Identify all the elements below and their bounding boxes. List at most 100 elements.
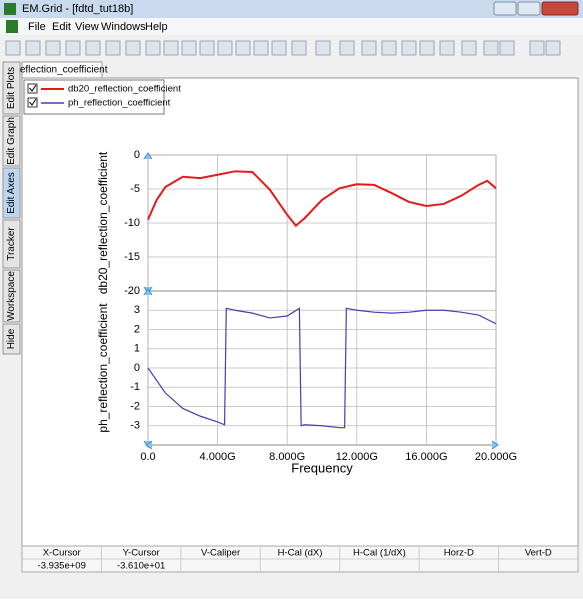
toolbar-button[interactable] bbox=[145, 40, 161, 56]
status-bar bbox=[0, 575, 583, 599]
side-tab-label[interactable]: Hide bbox=[6, 328, 17, 349]
window-title: EM.Grid - [fdtd_tut18b] bbox=[22, 3, 133, 15]
y-tick-label: 2 bbox=[134, 323, 140, 335]
toolbar-button[interactable] bbox=[125, 40, 141, 56]
cursor-table-cells: X-Cursor Y-Cursor V-Caliper H-Cal (dX) H-Cal… bbox=[38, 546, 552, 572]
table-header: H-Cal (1/dX) bbox=[353, 548, 406, 559]
toolbar-button[interactable] bbox=[401, 40, 417, 56]
y-axis-label: db20_reflection_coefficient bbox=[96, 151, 110, 294]
side-tab[interactable] bbox=[2, 269, 21, 323]
side-tabs: Edit Plots Edit Graph Edit Axes Tracker Work… bbox=[2, 61, 21, 355]
check bbox=[29, 84, 37, 92]
toolbar-button[interactable] bbox=[85, 40, 101, 56]
menu-item[interactable]: View bbox=[75, 21, 99, 33]
table-header: H-Cal (dX) bbox=[278, 548, 323, 559]
charts: 0-5-10-15-20db20_reflection_coefficient3… bbox=[96, 149, 517, 476]
table-header: Y-Cursor bbox=[123, 548, 160, 559]
legend-label: ph_reflection_coefficient bbox=[68, 98, 171, 109]
y-tick-label: -1 bbox=[130, 381, 140, 393]
maximize-button[interactable] bbox=[517, 1, 541, 16]
y-tick-label: -5 bbox=[130, 183, 140, 195]
y-tick-label: -15 bbox=[124, 251, 140, 263]
x-tick-label: 12.000G bbox=[336, 451, 378, 463]
y-tick-label: -3 bbox=[130, 420, 140, 432]
x-tick-label: 0.0 bbox=[140, 451, 155, 463]
table-header: X-Cursor bbox=[43, 548, 81, 559]
toolbar-button[interactable] bbox=[529, 40, 545, 56]
toolbar-button[interactable] bbox=[545, 40, 561, 56]
data-line bbox=[147, 307, 497, 429]
side-tab[interactable] bbox=[2, 61, 21, 115]
table-header: V-Caliper bbox=[201, 548, 240, 559]
table-header: Vert-D bbox=[525, 548, 552, 559]
toolbar bbox=[0, 35, 583, 60]
toolbar-button[interactable] bbox=[461, 40, 477, 56]
data-line bbox=[147, 170, 497, 228]
x-tick-label: 16.000G bbox=[405, 451, 447, 463]
x-tick-label: 4.000G bbox=[200, 451, 236, 463]
table-cell: -3.610e+01 bbox=[117, 561, 165, 572]
y-tick-label: -2 bbox=[130, 400, 140, 412]
y-tick-label: -20 bbox=[124, 285, 140, 297]
side-tab-label[interactable]: Tracker bbox=[6, 227, 17, 261]
side-tab[interactable] bbox=[2, 219, 21, 269]
side-tab-label[interactable]: Edit Plots bbox=[6, 67, 17, 109]
y-axis-label: ph_reflection_coefficient bbox=[96, 303, 110, 433]
toolbar-button[interactable] bbox=[105, 40, 121, 56]
toolbar-button[interactable] bbox=[271, 40, 287, 56]
toolbar-button[interactable] bbox=[499, 40, 515, 56]
x-tick-label: 8.000G bbox=[269, 451, 305, 463]
legend-checkbox[interactable] bbox=[27, 83, 38, 94]
close-button[interactable] bbox=[541, 1, 579, 16]
side-tab-label[interactable]: Edit Axes bbox=[6, 172, 17, 214]
toolbar-button[interactable] bbox=[361, 40, 377, 56]
menu-item[interactable]: Windows bbox=[101, 21, 146, 33]
menu-bar bbox=[0, 18, 583, 35]
legend-box bbox=[23, 79, 165, 115]
toolbar-button[interactable] bbox=[199, 40, 215, 56]
toolbar-button[interactable] bbox=[181, 40, 197, 56]
toolbar-button[interactable] bbox=[381, 40, 397, 56]
toolbar-button[interactable] bbox=[339, 40, 355, 56]
toolbar-button[interactable] bbox=[291, 40, 307, 56]
toolbar-button[interactable] bbox=[25, 40, 41, 56]
minimize-button[interactable] bbox=[493, 1, 517, 16]
axis-marker bbox=[145, 440, 499, 450]
toolbar-button[interactable] bbox=[45, 40, 61, 56]
y-tick-label: -10 bbox=[124, 217, 140, 229]
toolbar-button[interactable] bbox=[439, 40, 455, 56]
side-tab[interactable] bbox=[2, 167, 21, 219]
side-tab-label[interactable]: Workspace bbox=[6, 271, 17, 321]
doc-icon bbox=[6, 20, 18, 33]
side-tab[interactable] bbox=[2, 115, 21, 167]
table-cell: -3.935e+09 bbox=[38, 561, 86, 572]
legend-checkbox[interactable] bbox=[27, 97, 38, 108]
toolbar-button[interactable] bbox=[163, 40, 179, 56]
check bbox=[29, 98, 37, 106]
toolbar-button[interactable] bbox=[483, 40, 499, 56]
toolbar-button[interactable] bbox=[315, 40, 331, 56]
toolbar-button[interactable] bbox=[65, 40, 81, 56]
toolbar-button[interactable] bbox=[217, 40, 233, 56]
toolbar-button[interactable] bbox=[253, 40, 269, 56]
y-tick-label: 0 bbox=[134, 362, 140, 374]
toolbar-button[interactable] bbox=[419, 40, 435, 56]
side-tab-label[interactable]: Edit Graph bbox=[6, 117, 17, 165]
x-tick-label: 20.000G bbox=[475, 451, 517, 463]
menu-item[interactable]: Edit bbox=[52, 21, 71, 33]
x-axis-label: Frequency bbox=[291, 460, 353, 475]
y-tick-label: 1 bbox=[134, 343, 140, 355]
y-tick-label: 3 bbox=[134, 304, 140, 316]
toolbar-button[interactable] bbox=[235, 40, 251, 56]
menu-item[interactable]: Help bbox=[145, 21, 168, 33]
legend-label: db20_reflection_coefficient bbox=[68, 84, 181, 95]
menu-item[interactable]: File bbox=[28, 21, 46, 33]
toolbar-button[interactable] bbox=[5, 40, 21, 56]
y-tick-label: 0 bbox=[134, 149, 140, 161]
table-header: Horz-D bbox=[444, 548, 474, 559]
side-tab[interactable] bbox=[2, 323, 21, 355]
app-icon bbox=[4, 3, 16, 15]
tab-label[interactable]: reflection_coefficient bbox=[17, 65, 108, 76]
title-bar bbox=[0, 0, 583, 18]
